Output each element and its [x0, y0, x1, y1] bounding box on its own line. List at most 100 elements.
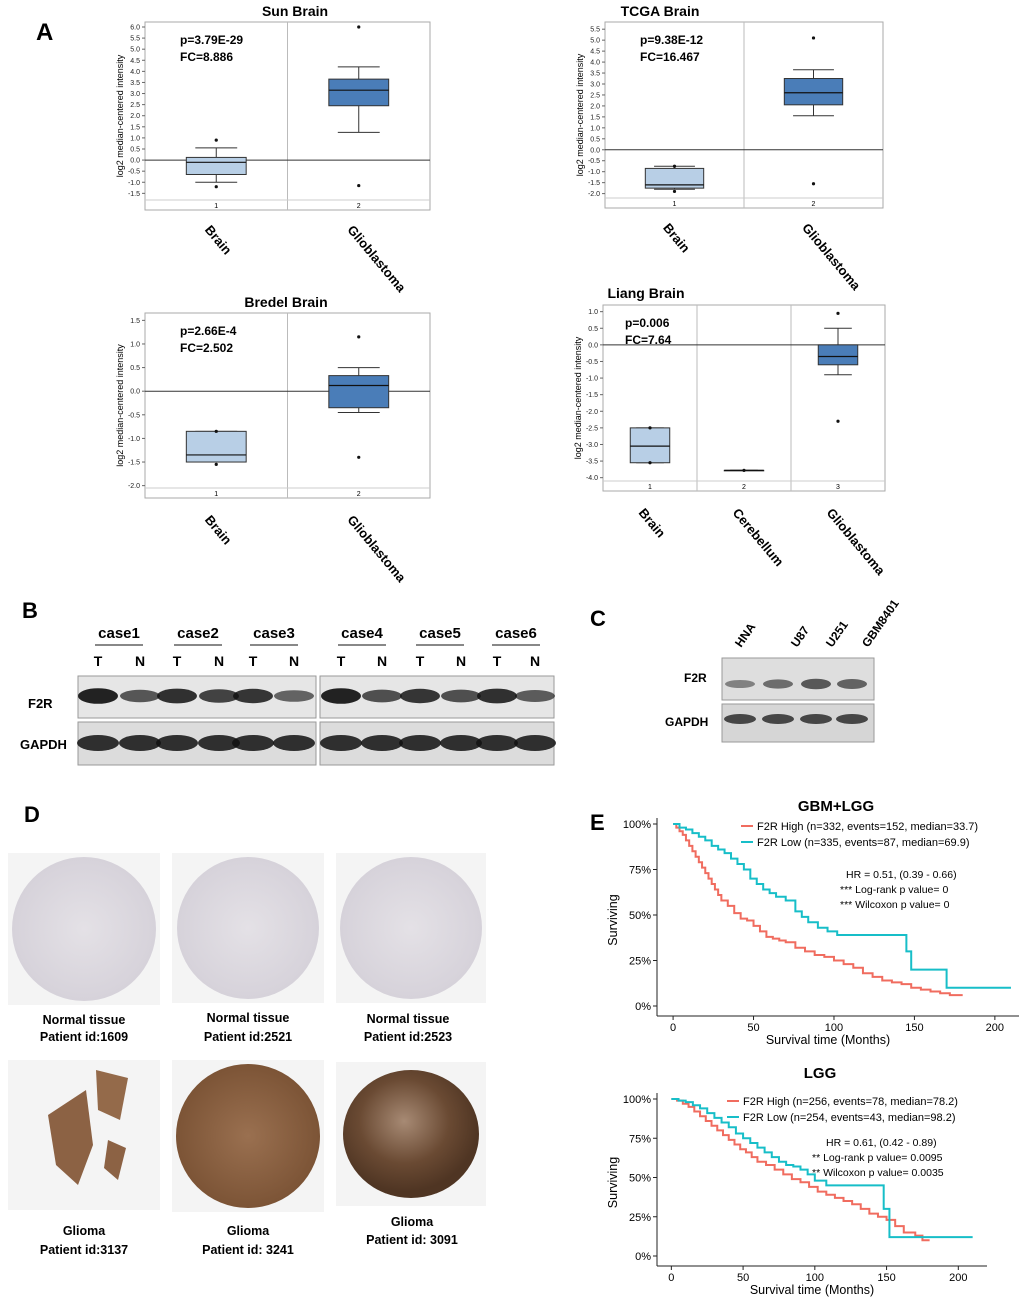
- stat-text: p=3.79E-29: [180, 33, 243, 47]
- km-curve-low: [671, 1098, 973, 1239]
- y-tick-label: 0.0: [130, 389, 140, 396]
- stat-text: FC=7.64: [625, 333, 672, 347]
- group-index: 1: [214, 491, 218, 498]
- y-tick-label: 100%: [623, 819, 651, 831]
- y-tick-label: 1.0: [590, 125, 600, 132]
- y-tick-label: -1.0: [128, 180, 140, 187]
- band-f2r: [321, 688, 361, 704]
- case-label: case3: [253, 625, 295, 642]
- y-tick-label: 0.5: [130, 365, 140, 372]
- outlier-point: [648, 461, 652, 465]
- km-curve-high: [671, 1098, 930, 1242]
- y-tick-label: -1.5: [128, 460, 140, 467]
- group-label: Brain: [202, 222, 235, 257]
- outlier-point: [672, 164, 677, 168]
- outlier-point: [811, 182, 816, 186]
- stat-annotation: *** Wilcoxon p value= 0: [840, 899, 950, 911]
- km-plot-gbm-lgg: GBM+LGG 0% 25% 50% 75% 100% 0 50 100 150 200 Surviv…: [606, 798, 1019, 1047]
- chart-title: TCGA Brain: [621, 3, 700, 19]
- ihc-caption-line2: Patient id: 3241: [202, 1243, 294, 1257]
- ihc-caption-line2: Patient id:2523: [364, 1030, 452, 1044]
- outlier-point: [742, 468, 746, 472]
- lane-label-n: N: [530, 653, 540, 669]
- outlier-point: [214, 138, 218, 142]
- stat-annotation: HR = 0.51, (0.39 - 0.66): [846, 869, 957, 881]
- y-tick-label: 0.5: [588, 326, 598, 333]
- band-f2r: [725, 679, 755, 689]
- y-axis-label: log2 median-centered intensity: [115, 54, 125, 177]
- outlier-point: [214, 429, 218, 433]
- panel-label-b: B: [22, 598, 38, 623]
- row-label-gapdh: GAPDH: [665, 715, 708, 729]
- box: [185, 156, 247, 175]
- stat-annotation: ** Log-rank p value= 0.0095: [812, 1152, 943, 1164]
- km-curve-low: [673, 823, 1011, 989]
- band-f2r: [763, 679, 793, 689]
- ihc-caption-line1: Normal tissue: [367, 1012, 450, 1026]
- y-tick-label: 4.5: [590, 49, 600, 56]
- y-tick-label: 1.5: [130, 318, 140, 325]
- y-tick-label: 1.5: [590, 114, 600, 121]
- stat-annotation: ** Wilcoxon p value= 0.0035: [812, 1167, 944, 1179]
- ihc-core-normal: [177, 857, 319, 999]
- y-tick-label: 2.5: [130, 102, 140, 109]
- ihc-core-glioma: [343, 1070, 479, 1198]
- x-tick-label: 0: [668, 1272, 674, 1284]
- ihc-caption-line2: Patient id:3137: [40, 1243, 128, 1257]
- lane-label-n: N: [456, 653, 466, 669]
- y-tick-label: 4.0: [590, 60, 600, 67]
- lane-label: HNA: [732, 620, 759, 650]
- outlier-point: [648, 426, 652, 430]
- band-gapdh: [762, 714, 794, 724]
- group-label: Cerebellum: [730, 505, 787, 569]
- y-tick-label: 5.5: [590, 27, 600, 34]
- y-tick-label: 75%: [629, 1133, 651, 1145]
- y-tick-label: 50%: [629, 910, 651, 922]
- boxplot-liang-brain: Liang Brain 1.0 0.5 0.0 -0.5 -1.0 -1.5 -2.0 -2.5…: [573, 285, 889, 579]
- ihc-core-normal: [340, 857, 482, 999]
- x-tick-label: 150: [905, 1022, 923, 1034]
- box: [328, 78, 390, 107]
- y-tick-label: -0.5: [586, 359, 598, 366]
- ihc-core-glioma: [176, 1064, 320, 1208]
- y-tick-label: 0%: [635, 1001, 651, 1013]
- band-gapdh: [514, 735, 556, 751]
- chart-title: GBM+LGG: [798, 798, 874, 815]
- boxplot-sun-brain: Sun Brain 6.0 5.5 5.0 4.5 4.0 3.5 3.0 2.5 2.0 1.5 1…: [115, 3, 431, 296]
- band-gapdh: [724, 714, 756, 724]
- chart-title: Bredel Brain: [244, 294, 327, 310]
- panel-label-a: A: [36, 19, 53, 46]
- band-gapdh: [836, 714, 868, 724]
- y-tick-label: 4.5: [130, 58, 140, 65]
- group-index: 1: [673, 201, 677, 208]
- ihc-caption-line1: Glioma: [391, 1215, 434, 1229]
- lane-label-t: T: [173, 653, 182, 669]
- ihc-core-normal: [12, 857, 156, 1001]
- y-tick-label: -2.0: [128, 483, 140, 490]
- group-label: Glioblastoma: [824, 505, 889, 578]
- group-index: 1: [214, 203, 218, 210]
- y-tick-label: 6.0: [130, 25, 140, 32]
- case-label: case1: [98, 625, 140, 642]
- ihc-fragment: [104, 1140, 126, 1180]
- stat-text: p=2.66E-4: [180, 324, 237, 338]
- ihc-grid: Normal tissue Patient id:1609 Normal tissu…: [8, 853, 486, 1257]
- y-tick-label: 0.0: [588, 342, 598, 349]
- row-label-f2r: F2R: [684, 671, 707, 685]
- y-tick-label: 25%: [629, 1212, 651, 1224]
- group-index: 2: [742, 484, 746, 491]
- case-label: case5: [419, 625, 461, 642]
- y-axis-label: log2 median-centered intensity: [573, 336, 583, 459]
- outlier-point: [672, 189, 677, 194]
- y-axis-label: Surviving: [606, 1157, 620, 1208]
- x-tick-label: 50: [737, 1272, 749, 1284]
- group-label: Glioblastoma: [344, 512, 409, 585]
- y-tick-label: -1.0: [586, 376, 598, 383]
- km-plot-lgg: LGG 0% 25% 50% 75% 100% 0 50 100 150 200 Survival t…: [606, 1065, 987, 1297]
- y-tick-label: -0.5: [128, 412, 140, 419]
- band-f2r: [477, 688, 517, 704]
- y-tick-label: 1.0: [588, 309, 598, 316]
- box: [185, 430, 247, 463]
- x-tick-label: 50: [747, 1022, 759, 1034]
